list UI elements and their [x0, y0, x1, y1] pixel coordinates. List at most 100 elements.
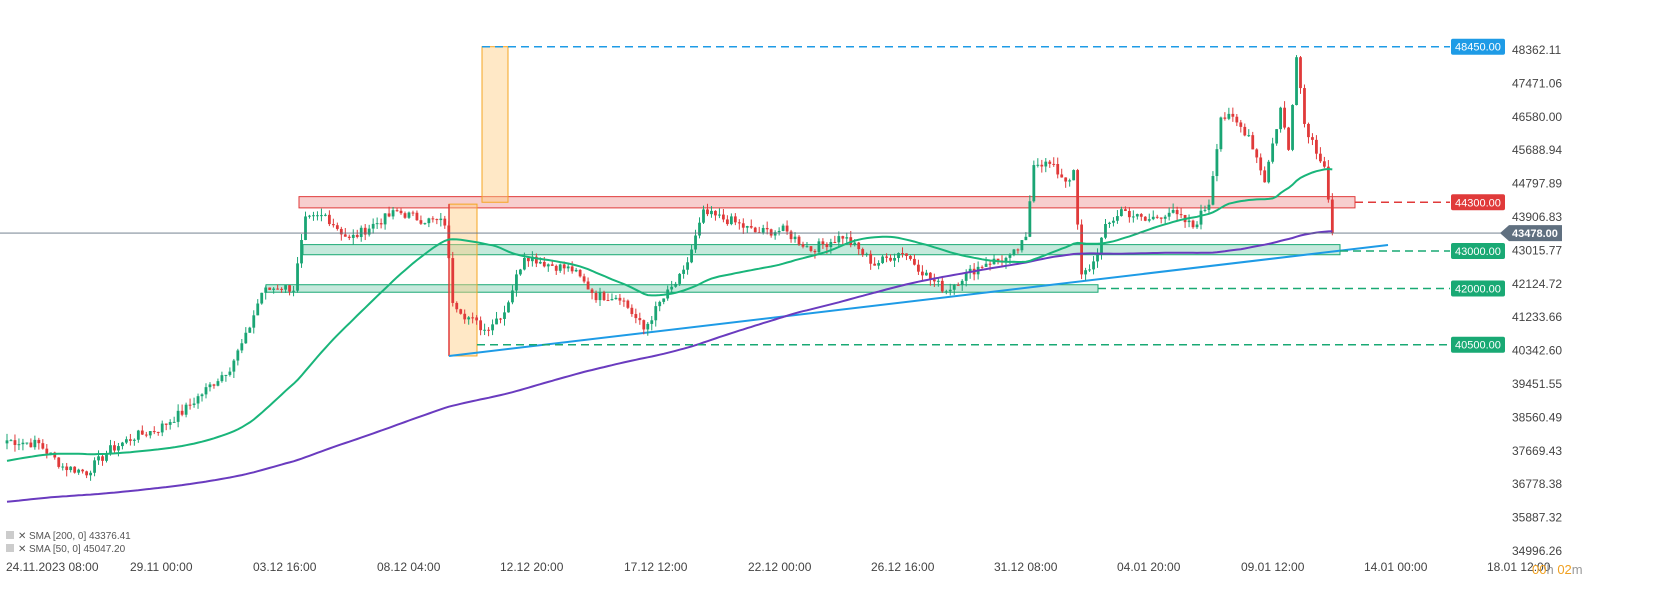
candle-body	[176, 410, 180, 422]
level-price-label: 40500.00	[1455, 340, 1501, 352]
y-tick-label: 38560.49	[1512, 410, 1562, 424]
candle-body	[582, 276, 586, 282]
candle-body	[594, 292, 598, 301]
candle-body	[371, 223, 375, 229]
candle-body	[702, 209, 705, 223]
level-price-label: 48450.00	[1455, 42, 1501, 54]
candle-body	[1330, 199, 1334, 234]
y-tick-label: 47471.06	[1512, 76, 1562, 90]
candle-body	[359, 227, 363, 238]
candle-body	[475, 317, 479, 321]
candle-body	[33, 439, 37, 448]
candle-body	[224, 374, 228, 376]
candle-body	[160, 423, 164, 433]
candle-body	[152, 431, 156, 433]
candle-body	[331, 224, 335, 226]
candle-body	[196, 396, 200, 404]
candle-body	[793, 236, 797, 240]
candle-body	[487, 329, 490, 331]
candle-body	[829, 241, 833, 248]
candle-body	[1048, 161, 1052, 164]
candle-body	[1064, 177, 1068, 182]
timer-hours: 00	[1532, 562, 1547, 577]
candle-body	[1052, 163, 1056, 165]
candle-body	[248, 327, 252, 333]
candle-body	[41, 443, 45, 449]
candle-body	[574, 269, 578, 272]
candle-body	[1088, 269, 1091, 271]
candle-body	[1223, 117, 1227, 119]
candle-body	[519, 269, 522, 275]
price-zones	[265, 196, 1356, 293]
candle-body	[558, 264, 562, 271]
candle-body	[996, 258, 1000, 261]
candle-body	[491, 324, 494, 331]
candle-body	[1199, 210, 1203, 225]
candle-body	[1203, 209, 1207, 211]
candle-body	[105, 453, 108, 461]
candle-body	[801, 244, 805, 247]
candle-body	[1159, 217, 1163, 219]
candle-body	[81, 469, 85, 472]
candle-body	[622, 300, 626, 302]
candle-body	[132, 439, 136, 441]
x-tick-label: 12.12 20:00	[500, 560, 564, 574]
x-tick-label: 31.12 08:00	[994, 560, 1058, 574]
candle-body	[415, 212, 419, 221]
candle-body	[534, 256, 538, 264]
candle-body	[789, 231, 793, 240]
candle-body	[220, 375, 224, 382]
candle-body	[292, 290, 295, 292]
candle-body	[686, 262, 689, 270]
candle-body	[913, 258, 916, 265]
candle-body	[1231, 113, 1235, 117]
candles	[5, 55, 1334, 481]
candle-body	[407, 212, 411, 218]
candle-body	[1311, 137, 1314, 140]
y-tick-label: 46580.00	[1512, 110, 1562, 124]
candle-body	[1147, 219, 1151, 221]
candle-body	[232, 360, 236, 372]
candle-body	[901, 253, 904, 255]
candle-body	[586, 281, 590, 290]
candle-body	[722, 214, 725, 220]
candle-body	[1263, 170, 1267, 183]
candle-body	[554, 265, 558, 271]
candle-body	[1319, 153, 1322, 162]
x-tick-label: 08.12 04:00	[377, 560, 441, 574]
candle-body	[1195, 224, 1199, 228]
candle-body	[1024, 236, 1028, 241]
candle-body	[1291, 105, 1294, 150]
candle-body	[718, 214, 721, 216]
candle-body	[383, 213, 387, 225]
candle-body	[1096, 254, 1099, 262]
candle-body	[960, 280, 964, 286]
candle-body	[1191, 220, 1195, 228]
candle-body	[745, 226, 749, 228]
candle-body	[1004, 257, 1008, 263]
candle-body	[837, 236, 841, 243]
candle-body	[606, 300, 610, 302]
candle-body	[865, 253, 869, 255]
candle-body	[1251, 135, 1255, 150]
candle-body	[1167, 212, 1171, 217]
candle-body	[853, 242, 857, 245]
candle-body	[128, 439, 132, 441]
candle-body	[889, 257, 892, 261]
candle-body	[97, 456, 100, 461]
candle-body	[61, 466, 65, 468]
candle-body	[395, 210, 399, 212]
candle-body	[1044, 161, 1048, 167]
candle-body	[45, 448, 49, 454]
candle-body	[113, 445, 116, 451]
candle-body	[598, 292, 602, 301]
candle-body	[21, 442, 25, 445]
candle-body	[1271, 143, 1275, 162]
candle-body	[785, 225, 789, 232]
candle-body	[650, 320, 654, 324]
candle-body	[268, 287, 272, 290]
candle-body	[928, 272, 932, 280]
x-tick-label: 03.12 16:00	[253, 560, 317, 574]
level-price-tag	[1451, 194, 1505, 211]
